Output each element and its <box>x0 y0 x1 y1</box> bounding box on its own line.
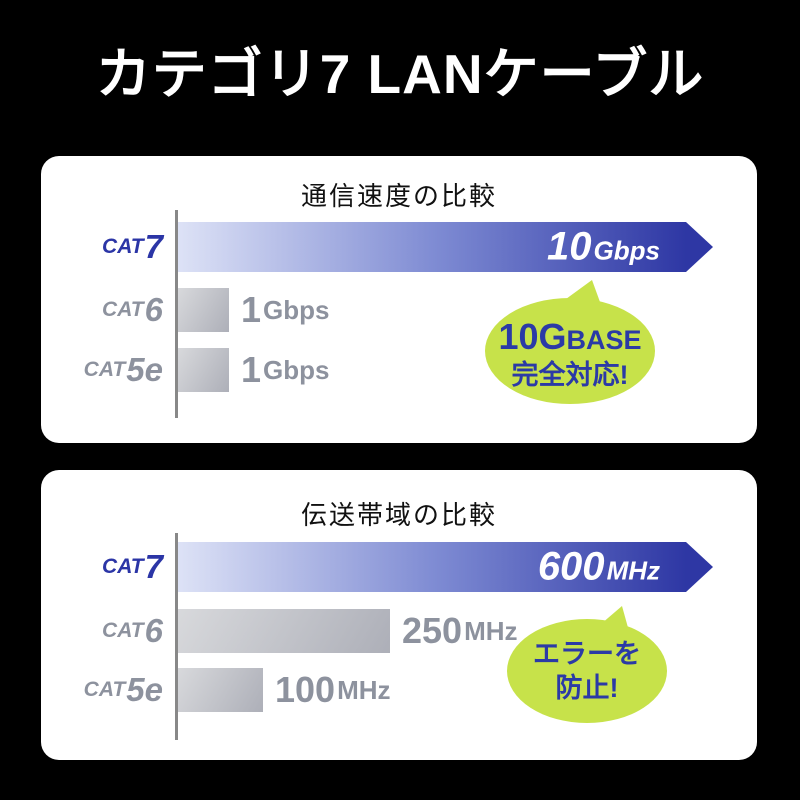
label-number: 7 <box>144 228 163 265</box>
bandwidth-chart-title: 伝送帯域の比較 <box>300 500 497 530</box>
bubble-line2: 防止! <box>555 672 619 703</box>
bubble-line2: 完全対応! <box>511 360 629 390</box>
label-number: 6 <box>144 291 163 328</box>
label-number: 5e <box>126 351 163 388</box>
label-prefix: CAT <box>102 298 144 321</box>
bandwidth-label-cat6: CAT 6 <box>41 609 167 653</box>
label-prefix: CAT <box>83 358 126 381</box>
speech-bubble-icon <box>485 280 655 404</box>
bandwidth-comparison-card: 伝送帯域の比較 CAT 7 600MHz CAT 6 250 MHz CAT 5e 10… <box>41 470 757 760</box>
label-number: 7 <box>144 548 163 585</box>
page-title: カテゴリ7 LANケーブル <box>95 43 705 105</box>
speed-label-cat5e: CAT 5e <box>41 348 167 392</box>
label-prefix: CAT <box>102 555 144 578</box>
speed-bar-cat5e <box>178 348 229 392</box>
bandwidth-bar-cat5e <box>178 668 263 712</box>
bandwidth-value-cat7: 600MHz <box>537 544 660 589</box>
label-number: 5e <box>126 671 163 708</box>
bandwidth-label-cat5e: CAT 5e <box>41 668 167 712</box>
speed-axis-line <box>175 210 178 418</box>
label-number: 6 <box>144 612 163 649</box>
speed-bubble-text: 10GBASE 完全対応! <box>470 314 670 393</box>
bandwidth-bar-cat7: 600MHz <box>178 542 713 592</box>
bandwidth-label-cat7: CAT 7 <box>41 542 167 592</box>
speed-label-cat6: CAT 6 <box>41 288 167 332</box>
speed-bar-cat6 <box>178 288 229 332</box>
speech-bubble-icon <box>507 606 667 723</box>
speed-value-cat5e: 1 Gbps <box>241 349 330 390</box>
speed-label-cat7: CAT 7 <box>41 222 167 272</box>
speed-bar-cat7: 10Gbps <box>178 222 713 272</box>
bandwidth-value-cat6: 250 MHz <box>402 610 518 651</box>
arrow-right-icon <box>686 542 713 592</box>
bandwidth-bubble-text: エラーを 防止! <box>497 638 677 706</box>
bubble-line1: エラーを <box>533 639 641 669</box>
bandwidth-axis-line <box>175 533 178 740</box>
bubble-line1: 10GBASE <box>498 316 642 357</box>
arrow-right-icon <box>686 222 713 272</box>
label-prefix: CAT <box>102 235 144 258</box>
speed-comparison-card: 通信速度の比較 CAT 7 10Gbps CAT 6 1 Gbps CAT 5e 1 Gb… <box>41 156 757 443</box>
bandwidth-value-cat5e: 100 MHz <box>275 669 391 710</box>
bandwidth-bar-cat6 <box>178 609 390 653</box>
label-prefix: CAT <box>83 678 126 701</box>
speed-chart-title: 通信速度の比較 <box>300 181 497 211</box>
speed-value-cat6: 1 Gbps <box>241 289 330 330</box>
speed-value-cat7: 10Gbps <box>547 224 660 269</box>
label-prefix: CAT <box>102 619 144 642</box>
